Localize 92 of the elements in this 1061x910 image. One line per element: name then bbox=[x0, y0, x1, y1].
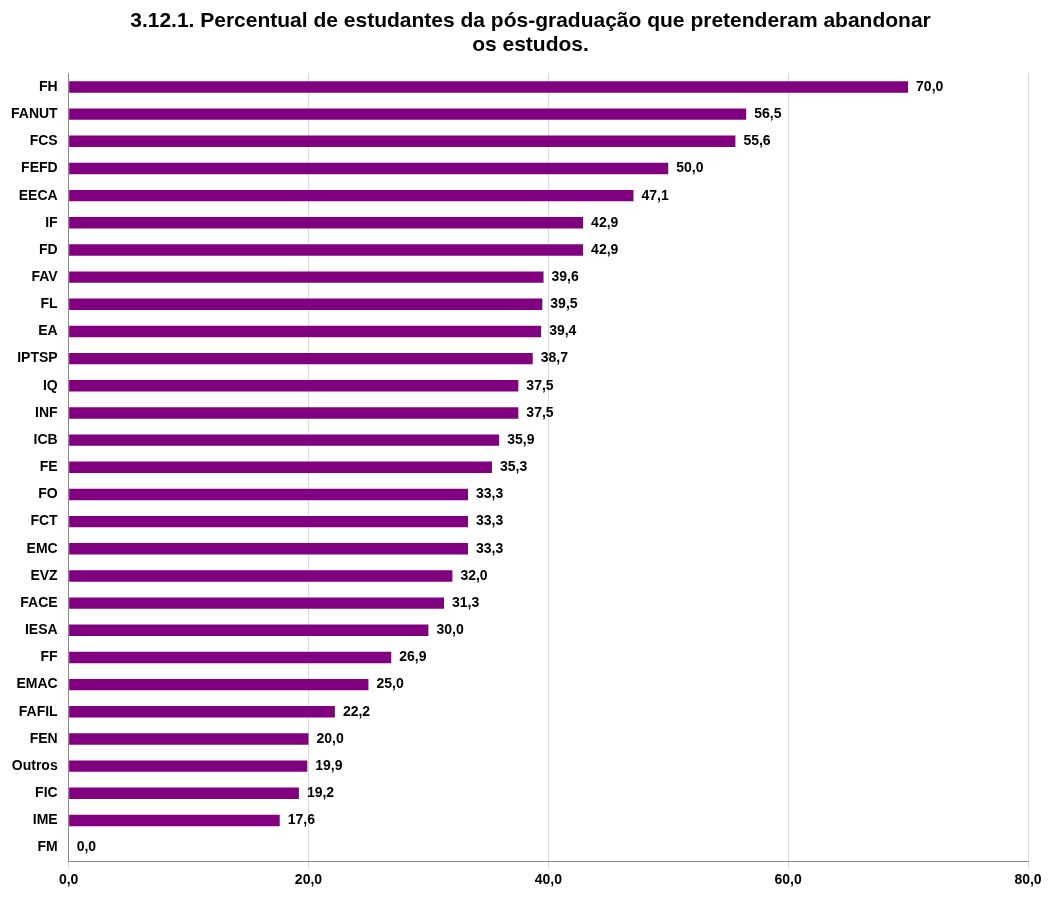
y-tick-label: FCS bbox=[29, 132, 58, 149]
y-tick-label: IF bbox=[45, 213, 59, 230]
bar bbox=[69, 352, 533, 365]
bar bbox=[69, 706, 335, 718]
bar bbox=[69, 298, 543, 311]
bar bbox=[69, 624, 429, 636]
x-tick-label: 60,0 bbox=[774, 871, 802, 888]
x-tick-label: 20,0 bbox=[294, 871, 323, 888]
data-label: 39,6 bbox=[551, 268, 579, 284]
bar bbox=[69, 217, 584, 229]
data-label: 22,2 bbox=[342, 702, 371, 719]
data-label: 56,5 bbox=[754, 105, 782, 122]
y-tick-label: FACE bbox=[20, 593, 58, 610]
data-label: 35,3 bbox=[499, 458, 528, 475]
chart-title: 3.12.1. Percentual de estudantes da pós-graduação que pretenderam abandonar os estudos. bbox=[129, 8, 932, 56]
data-label: 33,3 bbox=[475, 485, 504, 502]
y-tick-label: EVZ bbox=[30, 566, 59, 583]
y-tick-label: FCT bbox=[30, 512, 59, 529]
bar bbox=[69, 81, 909, 93]
data-label: 20,0 bbox=[316, 729, 344, 746]
y-tick-label: EMAC bbox=[16, 675, 58, 692]
x-tick-label: 40,0 bbox=[534, 871, 563, 888]
data-label: 55,6 bbox=[743, 132, 771, 149]
data-label: 25,0 bbox=[376, 675, 404, 692]
x-tick-label: 80,0 bbox=[1014, 871, 1042, 888]
bar bbox=[69, 543, 468, 555]
bar bbox=[69, 651, 392, 664]
bar bbox=[69, 162, 669, 175]
data-label: 26,9 bbox=[399, 648, 427, 665]
data-label: 32,0 bbox=[460, 566, 488, 583]
y-tick-label: FF bbox=[40, 648, 59, 665]
data-label: 38,7 bbox=[540, 349, 569, 366]
y-tick-label: INF bbox=[35, 403, 59, 420]
bar bbox=[69, 597, 444, 609]
data-label: 37,5 bbox=[526, 376, 554, 393]
bar bbox=[69, 733, 309, 745]
y-tick-label: Outros bbox=[11, 756, 58, 773]
data-label: 42,9 bbox=[591, 240, 619, 257]
y-tick-label: FAFIL bbox=[18, 702, 59, 719]
data-label: 33,3 bbox=[475, 512, 504, 529]
bar bbox=[69, 570, 453, 582]
bar bbox=[69, 244, 584, 256]
data-label: 17,6 bbox=[287, 811, 316, 828]
bar bbox=[69, 515, 468, 528]
bar bbox=[69, 135, 736, 148]
data-label: 19,2 bbox=[306, 784, 335, 801]
data-label: 39,5 bbox=[550, 295, 578, 312]
y-tick-label: IQ bbox=[42, 376, 58, 393]
y-tick-label: EECA bbox=[18, 186, 58, 203]
data-label: 19,9 bbox=[315, 756, 343, 773]
data-label: 39,4 bbox=[549, 322, 577, 339]
y-tick-label: FEN bbox=[29, 729, 58, 746]
bar bbox=[69, 787, 299, 799]
y-tick-label: EA bbox=[38, 322, 58, 339]
y-tick-label: FAV bbox=[31, 268, 59, 284]
y-tick-label: FL bbox=[40, 295, 59, 312]
bar bbox=[69, 461, 492, 474]
data-label: 47,1 bbox=[641, 186, 669, 203]
y-tick-label: FE bbox=[39, 458, 58, 475]
bar bbox=[69, 488, 468, 501]
x-tick-label: 0,0 bbox=[58, 871, 79, 888]
bar bbox=[69, 271, 544, 283]
y-tick-label: FIC bbox=[35, 784, 58, 801]
bar bbox=[69, 434, 500, 446]
y-tick-label: FEFD bbox=[21, 159, 58, 176]
y-tick-label: FD bbox=[38, 240, 58, 257]
y-tick-label: ICB bbox=[33, 430, 58, 447]
bar bbox=[69, 760, 308, 772]
data-label: 42,9 bbox=[591, 213, 619, 230]
data-label: 37,5 bbox=[526, 403, 554, 420]
bar bbox=[69, 189, 634, 202]
data-label: 31,3 bbox=[452, 593, 480, 610]
bar bbox=[69, 108, 747, 120]
bar bbox=[69, 407, 519, 419]
data-label: 70,0 bbox=[916, 77, 944, 94]
data-label: 33,3 bbox=[475, 539, 504, 556]
y-tick-label: EMC bbox=[26, 539, 58, 556]
bar bbox=[69, 678, 369, 691]
y-tick-label: IESA bbox=[24, 621, 58, 638]
data-label: 35,9 bbox=[507, 430, 535, 447]
bar bbox=[69, 814, 280, 827]
bar bbox=[69, 325, 542, 338]
y-tick-label: FH bbox=[38, 77, 58, 94]
y-tick-label: IPTSP bbox=[17, 349, 58, 366]
data-label: 30,0 bbox=[436, 621, 464, 638]
y-tick-label: IME bbox=[32, 811, 58, 828]
bar bbox=[69, 380, 519, 392]
y-tick-label: FM bbox=[37, 838, 58, 855]
y-tick-label: FANUT bbox=[10, 105, 59, 122]
y-tick-label: FO bbox=[38, 485, 58, 502]
data-label: 0,0 bbox=[76, 838, 97, 855]
data-label: 50,0 bbox=[676, 159, 704, 176]
